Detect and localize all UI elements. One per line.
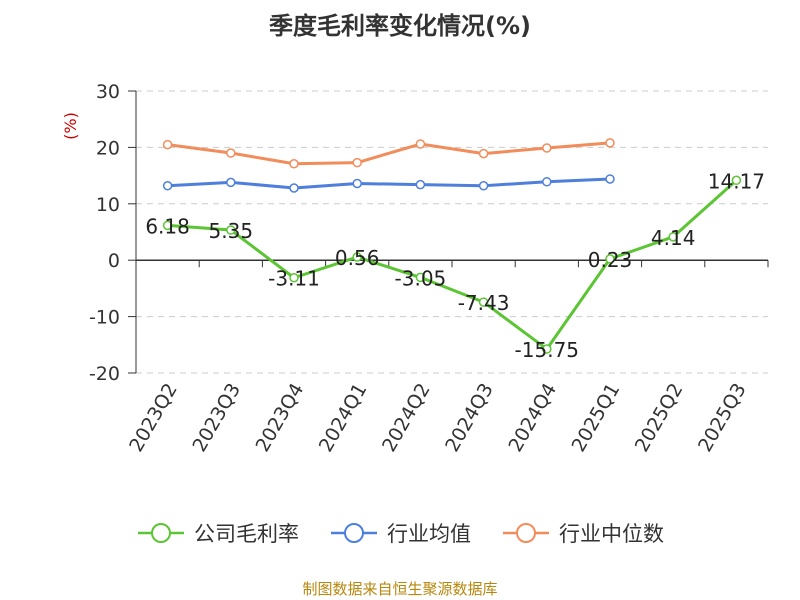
x-tick-label: 2024Q3: [441, 379, 498, 455]
data-point: [668, 232, 678, 242]
legend-label: 行业中位数: [559, 522, 664, 546]
legend-item[interactable]: 公司毛利率: [136, 518, 299, 548]
data-point: [415, 272, 426, 283]
x-tick-label: 2023Q4: [252, 380, 309, 456]
legend-item[interactable]: 行业中位数: [501, 518, 664, 548]
data-point: [162, 181, 173, 191]
data-point: [731, 175, 742, 186]
series-line: [167, 179, 738, 351]
legend-item[interactable]: 行业均值: [329, 518, 471, 548]
data-labels: 6.18 5.35 -3.11 0.56 -3.05 -7.43-15.75 0.23 4.1…: [145, 169, 765, 362]
data-point: [605, 138, 615, 148]
data-point: [162, 220, 173, 231]
legend-marker-icon: [503, 523, 549, 543]
legend-marker-icon: [138, 523, 184, 543]
y-tick-label: 30: [96, 81, 120, 103]
data-point: [542, 143, 552, 153]
source-note: 制图数据来自恒生聚源数据库: [302, 580, 498, 598]
data-point: [478, 181, 489, 191]
legend-label: 公司毛利率: [194, 522, 299, 546]
data-point: [478, 297, 489, 307]
x-tick-label: 2025Q1: [568, 380, 625, 456]
data-point: [289, 183, 299, 193]
x-tick-label: 2025Q2: [631, 380, 688, 456]
data-point: [352, 157, 362, 168]
data-label: -3.05: [395, 266, 447, 290]
series-line: [167, 141, 611, 166]
legend-label: 行业均值: [387, 522, 471, 546]
data-point: [226, 225, 236, 235]
data-point: [162, 139, 173, 150]
y-tick-label: 0: [108, 250, 120, 272]
series-line: [167, 177, 611, 190]
data-label: 6.18: [145, 214, 190, 238]
data-point: [289, 272, 299, 283]
y-tick-label: 20: [96, 137, 120, 159]
x-tick-label: 2024Q1: [315, 380, 372, 456]
data-point: [352, 178, 362, 189]
data-point: [415, 179, 426, 190]
data-point: [605, 174, 615, 184]
y-axis-unit-label: (%): [61, 112, 80, 140]
data-label: 14.17: [708, 169, 765, 193]
x-tick-label: 2024Q4: [504, 380, 561, 456]
data-label: 0.56: [335, 246, 380, 270]
series-lines: [162, 138, 742, 354]
x-tick-label: 2023Q2: [125, 380, 182, 456]
data-point: [542, 177, 552, 187]
x-tick-label: 2023Q3: [188, 380, 245, 456]
data-label: -15.75: [515, 338, 579, 362]
data-point: [415, 139, 426, 149]
data-point: [605, 254, 615, 264]
data-label: 4.14: [651, 226, 696, 250]
legend-marker-icon: [331, 523, 377, 543]
legend: 公司毛利率 行业均值 行业中位数: [0, 518, 800, 548]
y-tick-label: -20: [89, 363, 120, 385]
chart-title: 季度毛利率变化情况(%): [269, 12, 531, 40]
data-label: 5.35: [209, 219, 254, 243]
y-tick-label: 10: [96, 194, 120, 216]
data-label: 0.23: [588, 248, 633, 272]
data-label: -7.43: [458, 291, 510, 315]
data-point: [542, 344, 552, 354]
x-tick-label: 2025Q3: [694, 380, 751, 456]
data-point: [289, 159, 299, 169]
data-point: [478, 148, 489, 159]
data-label: -3.11: [268, 267, 320, 291]
data-point: [226, 177, 236, 188]
y-tick-label: -10: [89, 307, 120, 329]
data-point: [352, 252, 362, 262]
data-point: [226, 148, 236, 158]
x-tick-label: 2024Q2: [378, 380, 435, 456]
